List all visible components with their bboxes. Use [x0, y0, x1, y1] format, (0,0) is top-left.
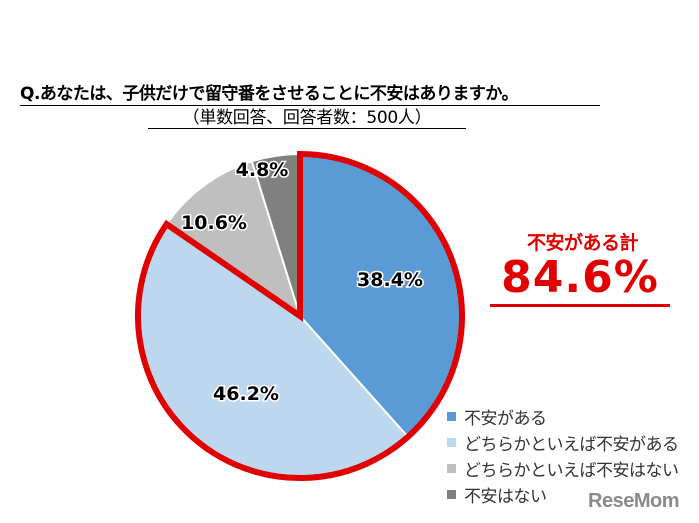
- legend-item: どちらかといえば不安はない: [447, 455, 679, 481]
- summary-label: 不安がある計: [526, 232, 639, 254]
- legend-swatch-icon: [447, 437, 456, 447]
- legend-item: 不安はない: [447, 481, 679, 507]
- highlight-outline: [135, 150, 465, 481]
- legend-label: 不安がある: [464, 408, 547, 429]
- legend-swatch-icon: [447, 411, 456, 421]
- legend-label: 不安はない: [464, 486, 547, 507]
- legend-label: どちらかといえば不安はない: [464, 460, 679, 481]
- legend-swatch-icon: [447, 463, 456, 473]
- chart-title: Q.あなたは、子供だけで留守番をさせることに不安はありますか。: [20, 84, 600, 106]
- slice-label: 10.6%: [181, 212, 247, 234]
- legend-item: 不安がある: [447, 403, 679, 429]
- resemom-logo: ReseMom: [588, 490, 679, 512]
- pie-slices: [137, 152, 463, 479]
- pie-labels: 38.4% 46.2% 10.6% 4.8%: [180, 158, 425, 407]
- summary-value: 84.6%: [490, 252, 670, 307]
- legend-swatch-icon: [447, 489, 456, 499]
- legend: 不安がある どちらかといえば不安がある どちらかといえば不安はない 不安はない: [447, 403, 679, 507]
- chart-subtitle: （単数回答、回答者数：500人）: [148, 108, 466, 129]
- legend-label: どちらかといえば不安がある: [464, 434, 679, 455]
- slice-label: 46.2%: [213, 383, 279, 405]
- slice-label: 38.4%: [357, 269, 423, 291]
- pie-slice: [165, 160, 302, 319]
- legend-item: どちらかといえば不安がある: [447, 429, 679, 455]
- slice-label: 4.8%: [236, 159, 289, 181]
